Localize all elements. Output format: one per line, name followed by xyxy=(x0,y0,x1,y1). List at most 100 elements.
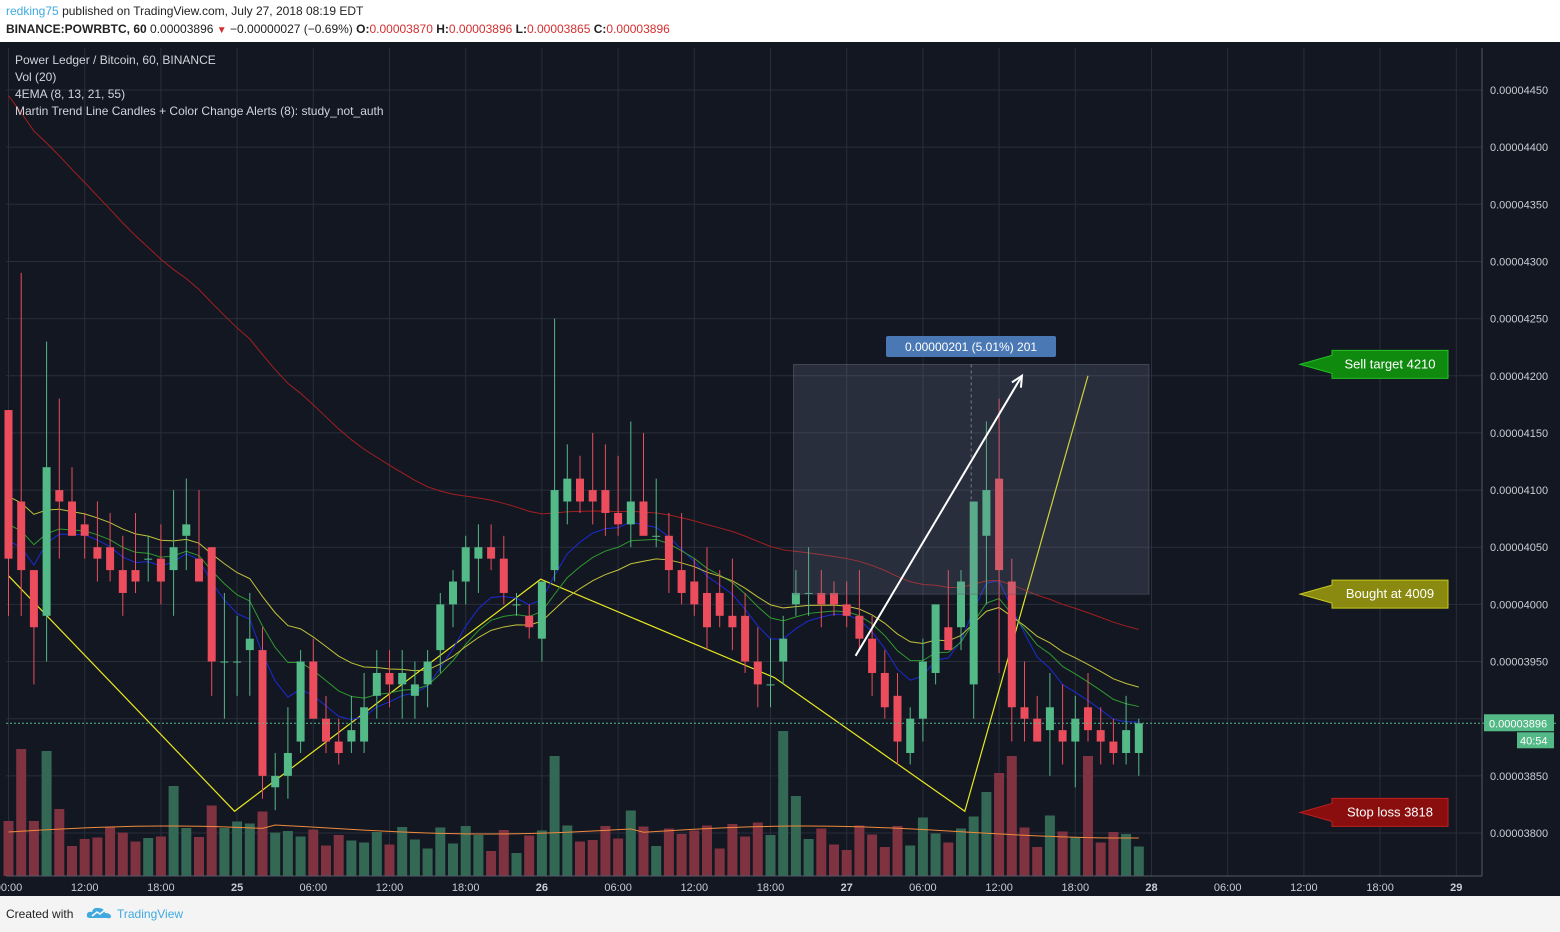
x-tick-label: 06:00 xyxy=(1214,882,1242,894)
close-value: 0.00003896 xyxy=(606,22,670,36)
volume-bar xyxy=(994,773,1005,876)
legend-study: Martin Trend Line Candles + Color Change… xyxy=(15,104,384,118)
y-tick-label: 0.00004000 xyxy=(1490,599,1548,611)
candle-body xyxy=(499,558,508,593)
volume-bar xyxy=(1133,846,1144,876)
volume-bar xyxy=(130,841,141,876)
arrowhead-icon xyxy=(1011,373,1024,388)
created-with-label: Created with xyxy=(6,907,74,921)
ohlc-line: BINANCE:POWRBTC, 60 0.00003896 ▼ −0.0000… xyxy=(6,22,670,36)
candle-body xyxy=(576,478,584,502)
candle-body xyxy=(995,478,1004,571)
ema-55-line xyxy=(8,95,1139,631)
candle-body xyxy=(842,604,851,616)
candle-body xyxy=(728,615,737,628)
candle-body xyxy=(601,490,610,513)
volume-bar xyxy=(956,828,966,876)
volume-bar xyxy=(663,828,674,876)
volume-bar xyxy=(1006,756,1017,876)
volume-ma-line xyxy=(8,824,1139,839)
candle-body xyxy=(17,501,26,571)
x-tick-label: 12:00 xyxy=(1290,882,1318,894)
candle-body xyxy=(347,730,356,742)
legend: Power Ledger / Bitcoin, 60, BINANCE Vol (… xyxy=(15,53,384,118)
candle-body xyxy=(144,558,153,560)
volume-bar xyxy=(92,837,103,876)
x-tick-label: 18:00 xyxy=(452,882,480,894)
candle-body xyxy=(525,615,534,628)
tradingview-cloud-icon[interactable] xyxy=(86,906,112,920)
volume-bar xyxy=(79,839,90,876)
author-link[interactable]: redking75 xyxy=(6,4,59,18)
volume-bars xyxy=(3,731,1144,876)
candle-body xyxy=(283,752,292,776)
candle-body xyxy=(372,672,381,696)
candle-body xyxy=(1007,581,1016,708)
volume-bar xyxy=(651,846,662,876)
candle-body xyxy=(4,410,13,559)
candle-body xyxy=(474,547,483,559)
candle-body xyxy=(626,501,635,525)
candle-body xyxy=(982,490,991,536)
volume-bar xyxy=(803,839,814,876)
volume-bar xyxy=(981,792,992,876)
sell-target-callout-bg xyxy=(1298,349,1449,379)
volume-bar xyxy=(917,817,928,876)
candle-body xyxy=(487,547,496,559)
volume-bar xyxy=(181,828,192,876)
volume-bar xyxy=(1044,815,1055,876)
low-value: 0.00003865 xyxy=(526,22,591,36)
candle-body xyxy=(817,592,826,605)
volume-bar xyxy=(892,826,903,876)
volume-bar xyxy=(676,834,687,876)
volume-bar xyxy=(67,846,77,876)
high-key: H: xyxy=(436,22,449,36)
candle-body xyxy=(1045,707,1054,731)
change-label: −0.00000027 (−0.69%) xyxy=(230,22,353,36)
low-key: L: xyxy=(515,22,527,36)
volume-bar xyxy=(384,844,395,876)
candle-body xyxy=(55,490,64,502)
candle-body xyxy=(322,718,330,742)
legend-title: Power Ledger / Bitcoin, 60, BINANCE xyxy=(15,53,216,67)
legend-ema: 4EMA (8, 13, 21, 55) xyxy=(15,87,125,101)
candle-body xyxy=(93,547,102,559)
volume-bar xyxy=(613,838,624,876)
volume-bar xyxy=(219,828,230,876)
y-tick-label: 0.00003850 xyxy=(1490,771,1548,783)
volume-bar xyxy=(1108,832,1119,876)
tradingview-link[interactable]: TradingView xyxy=(117,907,184,921)
x-tick-label: 28 xyxy=(1145,882,1157,894)
volume-bar xyxy=(460,826,471,876)
legend-vol: Vol (20) xyxy=(15,70,56,84)
volume-bar xyxy=(105,827,116,876)
candle-body xyxy=(29,570,38,628)
volume-bar xyxy=(702,825,712,876)
volume-bar xyxy=(816,828,827,876)
volume-bar xyxy=(397,827,408,876)
candle-body xyxy=(690,581,699,605)
candle-body xyxy=(918,661,927,719)
volume-bar xyxy=(1121,834,1132,876)
volume-bar xyxy=(524,835,535,876)
candle-body xyxy=(753,661,762,685)
y-tick-label: 0.00004050 xyxy=(1490,542,1548,554)
volume-bar xyxy=(1032,847,1043,876)
y-tick-label: 0.00003800 xyxy=(1490,828,1548,840)
x-tick-label: 26 xyxy=(536,882,548,894)
candle-body xyxy=(1071,718,1080,742)
annotations: 0.00000201 (5.01%) 201 Sell target 4210 Bo… xyxy=(6,336,1556,827)
candle-body xyxy=(906,718,915,753)
candle-body xyxy=(182,524,191,536)
last-price-tag: 0.00003896 xyxy=(1489,718,1547,730)
volume-bar xyxy=(295,836,306,876)
volume-bar xyxy=(168,786,179,876)
price-chart[interactable]: 0.00000201 (5.01%) 201 Sell target 4210 Bo… xyxy=(0,42,1560,896)
ema-13-line xyxy=(8,523,1139,708)
candle-body xyxy=(1084,707,1092,731)
x-tick-label: 18:00 xyxy=(1062,882,1090,894)
candle-body xyxy=(563,478,572,502)
y-tick-label: 0.00004400 xyxy=(1490,142,1548,154)
volume-bar xyxy=(435,827,446,876)
volume-bar xyxy=(905,845,916,876)
